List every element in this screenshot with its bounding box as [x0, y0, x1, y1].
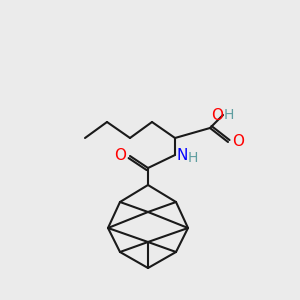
Text: H: H — [224, 108, 234, 122]
Text: N: N — [177, 148, 188, 163]
Text: O: O — [232, 134, 244, 149]
Text: O: O — [114, 148, 126, 164]
Text: O: O — [211, 107, 223, 122]
Text: H: H — [188, 151, 198, 165]
